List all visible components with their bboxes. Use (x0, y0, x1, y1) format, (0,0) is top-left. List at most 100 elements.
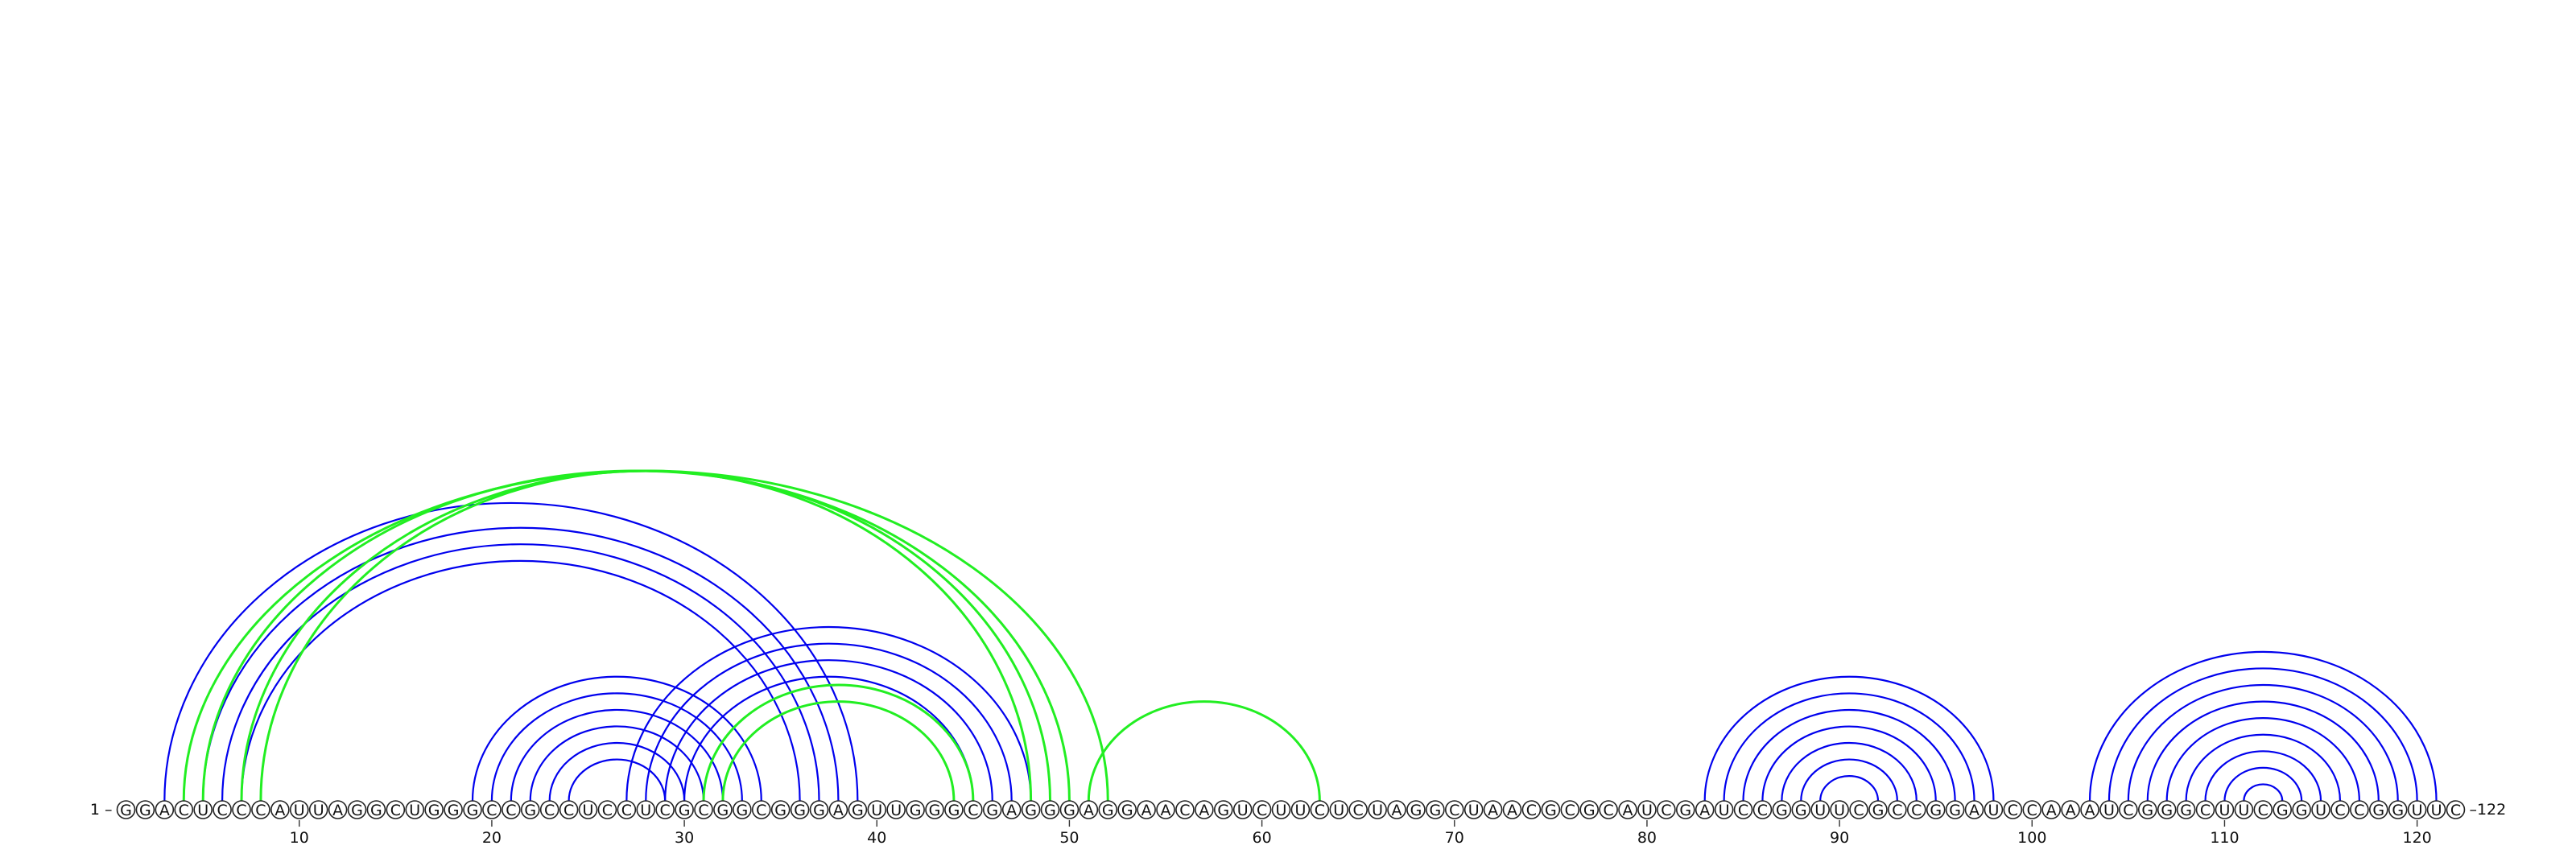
nucleotide-letter: U (1641, 802, 1653, 819)
nucleotide-circle (2022, 800, 2042, 819)
nucleotide-circle (1290, 800, 1311, 819)
nucleotide-letter: U (1988, 802, 1999, 819)
nucleotide-letter: C (756, 802, 766, 819)
nucleotide: G (1426, 800, 1445, 819)
nucleotide-circle (155, 800, 175, 819)
nucleotide: G (1791, 800, 1811, 819)
nucleotide: U (2215, 800, 2235, 819)
nucleotide-letter: C (2258, 802, 2268, 819)
nucleotide: G (770, 800, 791, 819)
tick-label: 90 (1830, 829, 1849, 847)
nucleotide: C (502, 800, 521, 819)
nucleotide: U (2099, 800, 2119, 819)
nucleotide-letter: C (1892, 802, 1902, 819)
nucleotide-circle (213, 800, 232, 819)
nucleotide-letter: C (1603, 802, 1613, 819)
nucleotide: U (1637, 800, 1657, 819)
nucleotide-letter: C (602, 802, 613, 819)
nucleotide: G (675, 800, 694, 819)
nucleotide-circle (1310, 800, 1330, 819)
nucleotide-circle (2368, 800, 2388, 819)
nucleotide: C (1657, 800, 1676, 819)
nucleotide-letter: C (544, 802, 555, 819)
nucleotide-circle (2253, 800, 2273, 819)
nucleotide-circle (232, 800, 251, 819)
nucleotide-letter: U (2315, 802, 2326, 819)
nucleotide: C (1521, 800, 1542, 819)
nucleotide-circle (2234, 800, 2254, 819)
nucleotide-letter: A (1392, 802, 1402, 819)
base-pair-arc (490, 692, 743, 802)
nucleotide-circle (1483, 800, 1503, 819)
nucleotide-circle (886, 800, 906, 819)
base-pair-arc (1087, 700, 1321, 802)
nucleotide-circle (2080, 800, 2099, 819)
nucleotide: G (1579, 800, 1599, 819)
nucleotide-letter: G (717, 802, 729, 819)
nucleotide-circle (2407, 800, 2427, 819)
nucleotide-circle (1040, 800, 1060, 819)
nucleotide: C (2119, 800, 2138, 819)
nucleotide: A (328, 800, 348, 819)
nucleotide-letter: C (1315, 802, 1325, 819)
nucleotide-letter: U (1294, 802, 1306, 819)
nucleotide-letter: U (640, 802, 651, 819)
nucleotide-circle (539, 800, 559, 819)
nucleotide: G (463, 800, 482, 819)
nucleotide-letter: C (1853, 802, 1864, 819)
nucleotide-circle (1849, 800, 1868, 819)
nucleotide-letter: G (120, 802, 132, 819)
nucleotide-letter: G (1044, 802, 1056, 819)
nucleotide-letter: U (2103, 802, 2115, 819)
nucleotide-circle (1368, 800, 1387, 819)
nucleotide-letter: G (370, 802, 382, 819)
nucleotide: G (2157, 800, 2177, 819)
nucleotide-circle (597, 800, 617, 819)
nucleotide-letter: G (1063, 802, 1075, 819)
nucleotide-letter: G (986, 802, 998, 819)
nucleotide-letter: U (871, 802, 882, 819)
nucleotide: U (578, 800, 598, 819)
nucleotide-circle (1252, 800, 1272, 819)
nucleotide: C (2022, 800, 2042, 819)
nucleotide-letter: G (1930, 802, 1942, 819)
nucleotide: C (1733, 800, 1753, 819)
base-pair-arc (625, 625, 1032, 802)
nucleotide-letter: G (813, 802, 825, 819)
nucleotide-circle (2292, 800, 2311, 819)
nucleotide-letter: G (2372, 802, 2384, 819)
nucleotide: A (2061, 800, 2080, 819)
nucleotide-letter: C (1738, 802, 1748, 819)
nucleotide-circle (655, 800, 675, 819)
nucleotide-circle (1714, 800, 1734, 819)
nucleotide-circle (1637, 800, 1657, 819)
nucleotide-circle (694, 800, 713, 819)
nucleotide-letter: C (698, 802, 708, 819)
nucleotide-letter: A (1199, 802, 1209, 819)
nucleotide-letter: G (1217, 802, 1229, 819)
nucleotide-circle (1579, 800, 1599, 819)
nucleotide-letter: G (467, 802, 479, 819)
nucleotide: A (1079, 800, 1099, 819)
nucleotide-letter: C (1565, 802, 1575, 819)
nucleotide-letter: G (1795, 802, 1807, 819)
tick-label: 110 (2210, 829, 2239, 847)
nucleotide: C (539, 800, 559, 819)
nucleotide: G (1040, 800, 1060, 819)
nucleotide-circle (424, 800, 444, 819)
nucleotide-circle (1001, 800, 1022, 819)
nucleotide-letter: G (2296, 802, 2308, 819)
nucleotide-circle (713, 800, 733, 819)
nucleotide: C (232, 800, 251, 819)
nucleotide-circle (2350, 800, 2369, 819)
nucleotide-letter: C (2354, 802, 2364, 819)
nucleotide-circle (193, 800, 213, 819)
nucleotide-circle (2311, 800, 2330, 819)
nucleotide-circle (1541, 800, 1561, 819)
nucleotide: C (482, 800, 502, 819)
nucleotide: C (251, 800, 270, 819)
base-pair-arc (510, 709, 724, 802)
nucleotide-circle (1906, 800, 1926, 819)
nucleotide-letter: G (351, 802, 363, 819)
nucleotide-circle (2273, 800, 2293, 819)
